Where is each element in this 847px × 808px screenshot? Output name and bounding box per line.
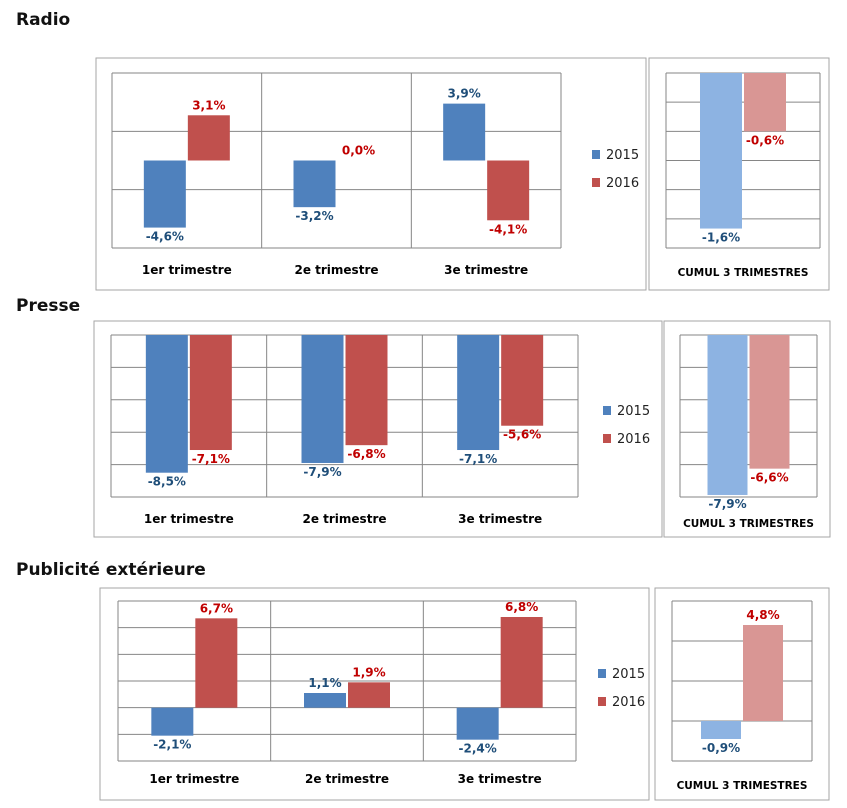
chart5-legend-label-2015: 2015 — [612, 667, 645, 682]
chart1-data-label: -4,1% — [489, 222, 527, 236]
chart1-bar-2016-3 — [487, 160, 530, 221]
chart1-category-label: 2e trimestre — [294, 263, 378, 277]
chart3-data-label: -6,8% — [347, 447, 385, 461]
chart3-legend-swatch-2016 — [603, 434, 611, 443]
chart1-data-label: 3,1% — [192, 98, 225, 112]
chart3-bar-2016-3 — [501, 335, 544, 426]
chart6-frame — [654, 587, 830, 801]
chart1-frame — [95, 57, 647, 291]
chart5-legend-swatch-2015 — [598, 669, 606, 678]
chart1-legend-label-2016: 2016 — [606, 176, 639, 191]
chart4-data-label: -6,6% — [750, 471, 788, 485]
chart6-bar-2015-1 — [701, 721, 741, 739]
chart1-data-label: -4,6% — [146, 230, 184, 244]
chart1-bar-2015-1 — [143, 160, 186, 228]
chart3-category-label: 1er trimestre — [144, 512, 234, 526]
chart3-category-label: 2e trimestre — [302, 512, 386, 526]
chart5-category-label: 2e trimestre — [305, 772, 389, 786]
chart5-category-label: 1er trimestre — [149, 772, 239, 786]
section-heading-radio: Radio — [16, 10, 71, 30]
chart3-data-label: -7,1% — [459, 452, 497, 466]
chart2-category-label: CUMUL 3 TRIMESTRES — [678, 267, 809, 279]
chart3-bar-2015-1 — [145, 335, 188, 473]
chart3-bar-2015-2 — [301, 335, 344, 463]
chart1-data-label: 0,0% — [342, 144, 375, 158]
chart1-data-label: 3,9% — [448, 87, 481, 101]
chart1-legend-swatch-2015 — [592, 150, 600, 159]
chart3-category-label: 3e trimestre — [458, 512, 542, 526]
chart5-legend-swatch-2016 — [598, 697, 606, 706]
chart6-data-label: 4,8% — [746, 608, 779, 622]
chart3-frame — [93, 320, 663, 538]
chart5-data-label: 1,1% — [308, 676, 341, 690]
chart1-category-label: 3e trimestre — [444, 263, 528, 277]
chart1-data-label: -3,2% — [295, 209, 333, 223]
chart5-data-label: 6,7% — [200, 601, 233, 615]
chart3-legend-label-2016: 2016 — [617, 432, 650, 447]
chart2-data-label: -1,6% — [702, 231, 740, 245]
chart3-data-label: -7,9% — [303, 465, 341, 479]
chart5-bar-2015-1 — [151, 707, 194, 736]
chart5-bar-2015-2 — [304, 693, 346, 708]
section-heading-publicite-exterieure: Publicité extérieure — [16, 560, 206, 580]
chart6-category-label: CUMUL 3 TRIMESTRES — [677, 780, 808, 792]
chart4-frame — [663, 320, 831, 538]
chart5-frame — [99, 587, 650, 801]
chart2-data-label: -0,6% — [746, 133, 784, 147]
chart1-bar-2015-3 — [443, 103, 486, 161]
chart4-data-label: -7,9% — [708, 497, 746, 511]
chart6-bar-2016-1 — [743, 625, 783, 721]
chart4-bar-2015-1 — [707, 335, 748, 495]
chart5-bar-2016-2 — [348, 682, 390, 708]
chart1-category-label: 1er trimestre — [142, 263, 232, 277]
chart5-data-label: 6,8% — [505, 600, 538, 614]
chart4-bar-2016-1 — [749, 335, 790, 469]
chart5-legend-label-2016: 2016 — [612, 695, 645, 710]
chart3-data-label: -7,1% — [192, 452, 230, 466]
chart4-category-label: CUMUL 3 TRIMESTRES — [683, 518, 814, 530]
chart2-bar-2015-1 — [700, 73, 742, 229]
chart3-data-label: -8,5% — [148, 475, 186, 489]
chart5-data-label: -2,4% — [459, 742, 497, 756]
chart3-bar-2016-2 — [345, 335, 388, 446]
section-heading-presse: Presse — [16, 296, 81, 316]
chart1-bar-2015-2 — [293, 160, 336, 208]
chart3-bar-2016-1 — [189, 335, 232, 451]
chart1-legend-label-2015: 2015 — [606, 148, 639, 163]
chart5-bar-2016-3 — [500, 617, 543, 708]
chart5-data-label: 1,9% — [352, 665, 385, 679]
chart5-bar-2015-3 — [456, 707, 499, 740]
chart2-bar-2016-1 — [744, 73, 786, 132]
chart5-bar-2016-1 — [195, 618, 238, 708]
chart5-category-label: 3e trimestre — [458, 772, 542, 786]
chart3-data-label: -5,6% — [503, 428, 541, 442]
chart3-legend-swatch-2015 — [603, 406, 611, 415]
chart1-legend-swatch-2016 — [592, 178, 600, 187]
chart3-legend-label-2015: 2015 — [617, 404, 650, 419]
chart5-data-label: -2,1% — [153, 738, 191, 752]
chart1-bar-2016-1 — [187, 115, 230, 161]
chart3-bar-2015-3 — [457, 335, 500, 451]
chart2-frame — [648, 57, 830, 291]
chart6-data-label: -0,9% — [702, 741, 740, 755]
